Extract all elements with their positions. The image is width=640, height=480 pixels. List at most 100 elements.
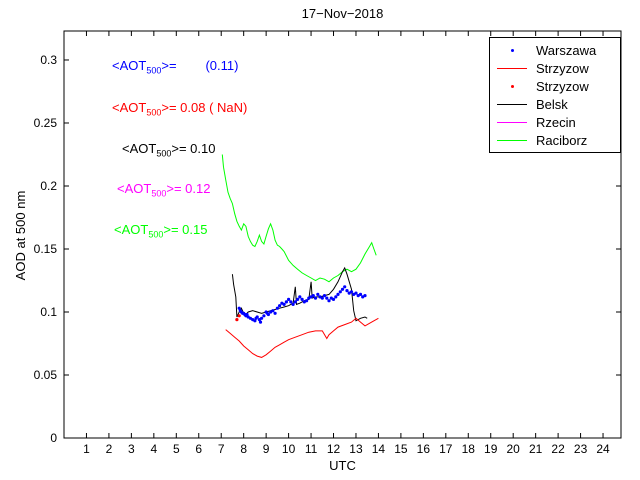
- series-strzyzow-scatter: [235, 314, 241, 322]
- legend-dot-marker-icon: [494, 84, 530, 88]
- annotation-text: <AOT: [114, 222, 149, 237]
- x-tick-label: 15: [394, 442, 408, 456]
- data-point: [349, 290, 354, 294]
- x-tick-label: 10: [282, 442, 296, 456]
- legend-dot-marker-icon: [494, 48, 530, 52]
- legend-label: Rzecin: [536, 114, 576, 130]
- data-point: [320, 296, 324, 300]
- legend-label: Strzyzow: [536, 78, 589, 94]
- data-point: [262, 314, 266, 318]
- data-point: [266, 312, 270, 317]
- x-tick-label: 18: [462, 442, 476, 456]
- x-tick-label: 19: [484, 442, 498, 456]
- legend-sample-mark: [497, 103, 527, 105]
- x-tick-label: 17: [439, 442, 453, 456]
- data-point: [258, 320, 263, 324]
- data-point: [282, 302, 286, 306]
- data-point: [245, 312, 249, 317]
- data-point: [358, 292, 363, 296]
- x-tick-label: 5: [173, 442, 180, 456]
- series-strzyzow-line: [225, 317, 379, 358]
- annotation-text: 500: [146, 65, 162, 76]
- legend-item-belsk-line: Belsk: [490, 95, 620, 113]
- annotation-text: >= 0.15: [163, 222, 208, 237]
- annotation-text: <AOT: [112, 100, 147, 115]
- y-tick-label: 0.3: [40, 53, 57, 67]
- x-tick-label: 4: [150, 442, 157, 456]
- legend-item-raciborz-line: Raciborz: [490, 131, 620, 149]
- data-point: [334, 295, 338, 299]
- x-tick-label: 8: [240, 442, 247, 456]
- data-point: [343, 285, 347, 289]
- y-tick-label: 0.1: [40, 305, 57, 319]
- x-tick-label: 13: [349, 442, 363, 456]
- x-tick-label: 3: [128, 442, 135, 456]
- x-tick-label: 16: [417, 442, 431, 456]
- legend-label: Raciborz: [536, 132, 588, 148]
- annotation-text: <AOT: [117, 181, 152, 196]
- series-warszawa-scatter: [237, 285, 367, 324]
- data-point: [287, 297, 291, 301]
- legend-sample-mark: [497, 121, 527, 123]
- y-tick-label: 0.05: [34, 368, 58, 382]
- data-point: [340, 287, 345, 291]
- x-tick-label: 12: [327, 442, 341, 456]
- annotation-text: >= 0.12: [166, 181, 211, 196]
- data-point: [313, 296, 318, 300]
- legend-line-sample-icon: [494, 121, 530, 123]
- legend-line-sample-icon: [494, 103, 530, 105]
- data-point: [363, 294, 367, 298]
- annotation-text: 500: [156, 148, 172, 159]
- data-point: [260, 316, 264, 320]
- x-tick-label: 14: [372, 442, 386, 456]
- annotation-text: 500: [148, 229, 164, 240]
- data-point: [273, 311, 277, 315]
- data-point: [354, 291, 358, 295]
- legend-label: Belsk: [536, 96, 568, 112]
- data-point: [327, 299, 331, 303]
- data-point: [300, 297, 304, 301]
- legend-sample-mark: [510, 48, 514, 52]
- data-point: [255, 315, 259, 319]
- data-point: [345, 289, 349, 293]
- annotation-mean-strzyzow: <AOT500>= 0.08 ( NaN): [112, 100, 247, 118]
- data-point: [291, 302, 295, 306]
- annotation-text: >= 0.08 ( NaN): [161, 100, 248, 115]
- y-axis-ticks: 0 0.05 0.1 0.15 0.2 0.25 0.3: [34, 53, 621, 445]
- series-line-strzyzow-line: [225, 317, 379, 358]
- annotation-text: <AOT: [112, 58, 147, 73]
- x-tick-label: 23: [574, 442, 588, 456]
- y-tick-label: 0.2: [40, 179, 57, 193]
- legend-label: Warszawa: [536, 42, 597, 58]
- data-point: [325, 296, 329, 300]
- x-tick-label: 21: [529, 442, 543, 456]
- x-tick-label: 24: [596, 442, 610, 456]
- data-point: [331, 297, 336, 301]
- data-point: [305, 299, 309, 303]
- data-point: [275, 306, 279, 310]
- y-tick-label: 0.15: [34, 242, 58, 256]
- annotation-mean-warszawa: <AOT500>= (0.11): [112, 58, 238, 76]
- legend-label: Strzyzow: [536, 60, 589, 76]
- x-tick-label: 7: [218, 442, 225, 456]
- annotation-text: <AOT: [122, 141, 157, 156]
- y-tick-label: 0.25: [34, 116, 58, 130]
- legend-item-warszawa-dot: Warszawa: [490, 41, 620, 59]
- legend-sample-mark: [497, 139, 527, 141]
- data-point: [298, 295, 302, 299]
- x-tick-label: 20: [507, 442, 521, 456]
- data-point: [293, 300, 297, 304]
- x-tick-label: 6: [195, 442, 202, 456]
- annotation-mean-belsk: <AOT500>= 0.10: [122, 141, 215, 159]
- annotation-mean-rzecin: <AOT500>= 0.12: [117, 181, 210, 199]
- annotation-text: 500: [146, 107, 162, 118]
- data-point: [338, 290, 342, 294]
- legend-sample-mark: [510, 84, 514, 88]
- x-axis-ticks: 1 2 3 4 5 6 7 8 9 10 11 12 13 14 15 16 17 18 19 20 21 22 23 24: [83, 31, 610, 456]
- legend-line-sample-icon: [494, 67, 530, 69]
- x-tick-label: 2: [106, 442, 113, 456]
- data-point: [235, 318, 239, 322]
- legend-line-sample-icon: [494, 139, 530, 141]
- data-point: [316, 292, 320, 296]
